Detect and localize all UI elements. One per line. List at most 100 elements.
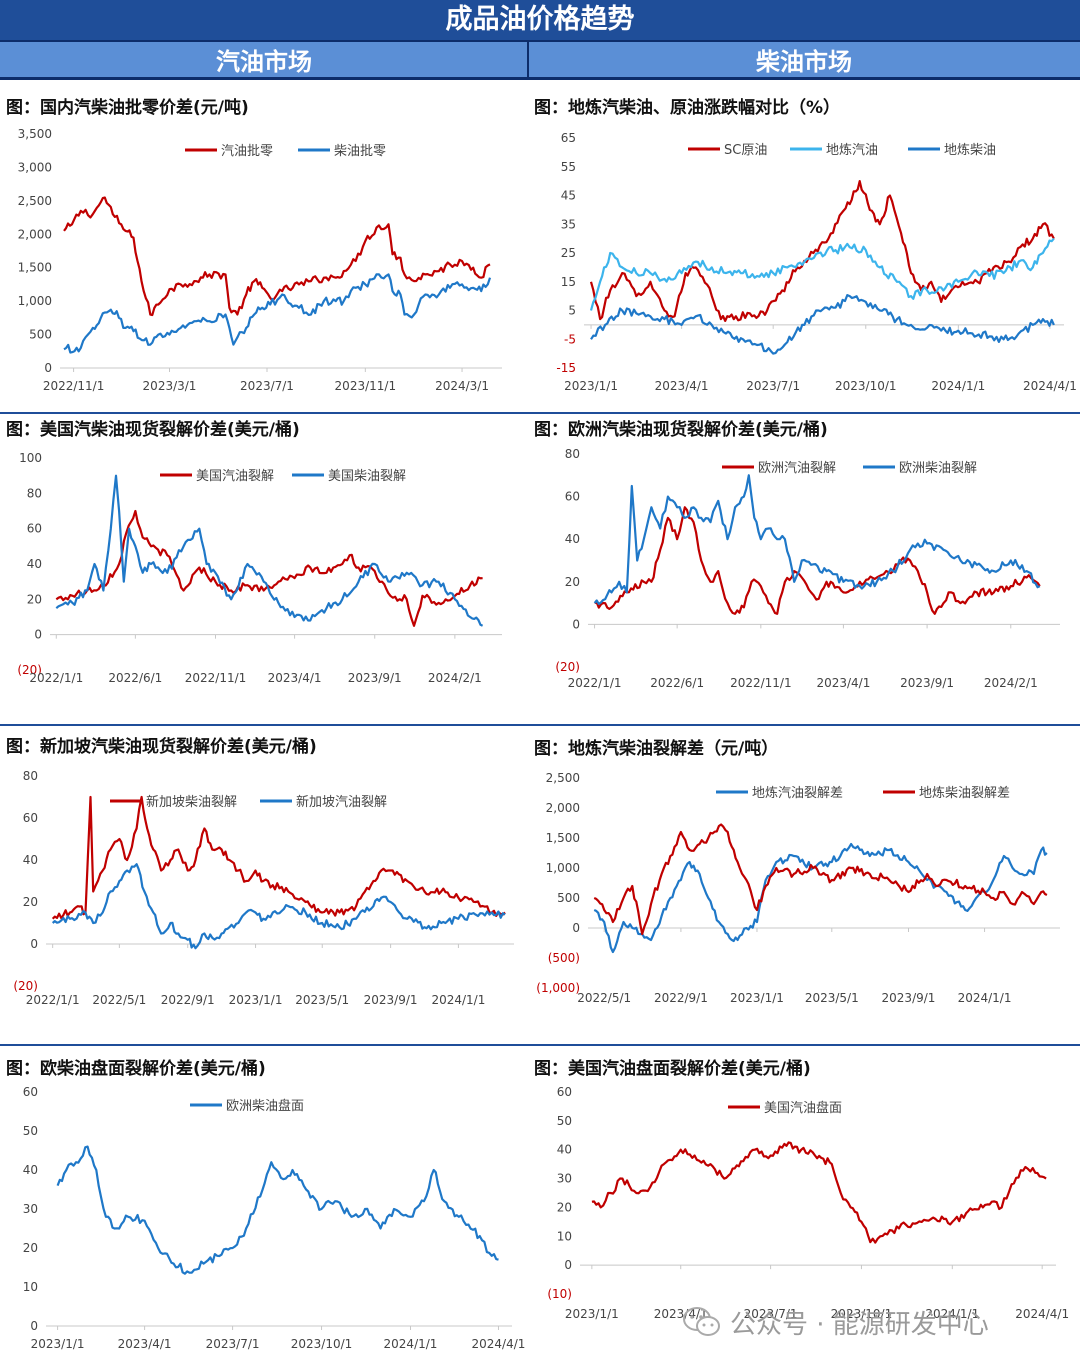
x-tick-label: 2023/9/1 (882, 991, 936, 1005)
y-tick-label: 5 (568, 304, 576, 318)
x-tick-label: 2023/1/1 (730, 991, 784, 1005)
row-divider (0, 724, 1080, 726)
x-tick-label: 2023/9/1 (364, 993, 418, 1007)
y-tick-label: 500 (29, 328, 52, 342)
y-tick-label: 0 (572, 617, 580, 631)
y-tick-label: (20) (555, 660, 580, 674)
chart-svg: 60 50 40 30 20 10 0 2023/1/1 2023/4/1 2023/7/1 202… (23, 1085, 526, 1351)
x-tick-label: 2022/1/1 (26, 993, 80, 1007)
legend-label: 美国汽油盘面 (764, 1100, 842, 1116)
x-tick-label: 2023/3/1 (143, 379, 197, 393)
x-tick-label: 2023/4/1 (118, 1337, 172, 1351)
x-tick-label: 2023/4/1 (816, 676, 870, 690)
x-tick-label: 2023/9/1 (348, 671, 402, 685)
y-tick-label: 40 (23, 1163, 38, 1177)
legend-label: 柴油批零 (334, 144, 386, 159)
y-tick-label: 40 (27, 557, 42, 571)
legend-label: 欧洲柴油裂解 (899, 461, 977, 476)
chart-svg: 80 60 40 20 0 (20)2022/1/1 2022/5/1 2022/9/1 202… (13, 769, 514, 1007)
series-line (56, 1145, 499, 1275)
x-tick-label: 2022/11/1 (730, 676, 792, 690)
chart-title: 图：地炼汽柴油、原油涨跌幅对比（%） (534, 98, 841, 118)
series-line (589, 180, 1055, 322)
series-line (594, 506, 1041, 615)
chart-svg: 100 80 60 40 20 0 (20)2022/1/1 2022/6/1 2022/11/… (17, 451, 502, 685)
y-tick-label: (10) (547, 1287, 572, 1301)
x-tick-label: 2022/11/1 (43, 379, 105, 393)
chart-panel-p5: 图：新加坡汽柴油现货裂解价差(美元/桶) 80 60 40 20 0 (20) 2022/1… (0, 732, 528, 1044)
header-separator (527, 40, 529, 80)
x-tick-label: 2023/4/1 (655, 379, 709, 393)
chart-title: 图：美国汽油盘面裂解价差(美元/桶) (534, 1059, 811, 1079)
x-tick-label: 2023/1/1 (565, 1307, 619, 1321)
y-tick-label: 60 (23, 1085, 38, 1099)
y-tick-label: 60 (27, 522, 42, 536)
y-tick-label: 2,000 (546, 801, 580, 815)
x-tick-label: 2023/10/1 (291, 1337, 353, 1351)
y-tick-label: 60 (23, 811, 38, 825)
x-tick-label: 2022/6/1 (650, 676, 704, 690)
y-tick-label: 2,000 (18, 227, 52, 241)
legend-label: 新加坡汽油裂解 (296, 794, 387, 810)
y-tick-label: 60 (557, 1085, 572, 1099)
y-tick-label: -5 (564, 332, 576, 346)
x-tick-label: 2023/5/1 (805, 991, 859, 1005)
chart-svg: 65 55 45 35 25 15 5 -5 -15 2023/1/1 2023/4/1 2023/7… (556, 131, 1077, 393)
x-tick-label: 2024/4/1 (1023, 379, 1077, 393)
x-tick-label: 2024/2/1 (984, 676, 1038, 690)
x-tick-label: 2022/1/1 (568, 676, 622, 690)
legend-label: 汽油批零 (221, 144, 273, 159)
series-line (51, 863, 506, 950)
y-tick-label: 50 (23, 1124, 38, 1138)
x-tick-label: 2022/5/1 (577, 991, 631, 1005)
chart-panel-p3: 图：美国汽柴油现货裂解价差(美元/桶) 100 80 60 40 20 0 (20) 2022… (0, 414, 528, 724)
x-tick-label: 2024/1/1 (958, 991, 1012, 1005)
y-tick-label: 20 (557, 1200, 572, 1214)
legend-label: 地炼柴油裂解差 (919, 786, 1010, 801)
chart-panel-p8: 图：美国汽油盘面裂解价差(美元/桶) 60 50 40 30 20 10 0 (10) 2023… (528, 1054, 1080, 1364)
chart-title: 图：欧柴油盘面裂解价差(美元/桶) (6, 1059, 266, 1079)
series-line (63, 196, 491, 317)
x-tick-label: 2023/10/1 (831, 1307, 893, 1321)
x-tick-label: 2024/1/1 (384, 1337, 438, 1351)
y-tick-label: 20 (27, 592, 42, 606)
y-tick-label: 25 (561, 246, 576, 260)
chart-svg: 2,5002,0001,5001,0005000(500)(1,000)2022… (536, 771, 1060, 1005)
y-tick-label: 35 (561, 217, 576, 231)
series-line (593, 474, 1041, 605)
x-tick-label: 2023/7/1 (206, 1337, 260, 1351)
y-tick-label: 80 (565, 447, 580, 461)
legend-label: 美国柴油裂解 (328, 469, 406, 484)
series-line (589, 237, 1055, 311)
chart-panel-p7: 图：欧柴油盘面裂解价差(美元/桶) 60 50 40 30 20 10 0 2023/1/1 2… (0, 1054, 528, 1364)
legend-label: 欧洲汽油裂解 (758, 461, 836, 476)
y-tick-label: 40 (565, 532, 580, 546)
legend-label: 欧洲柴油盘面 (226, 1098, 304, 1114)
y-tick-label: 60 (565, 490, 580, 504)
y-tick-label: 80 (27, 486, 42, 500)
chart-title: 图：美国汽柴油现货裂解价差(美元/桶) (6, 420, 300, 440)
x-tick-label: 2024/1/1 (431, 993, 485, 1007)
row-divider (0, 412, 1080, 414)
y-tick-label: 10 (557, 1229, 572, 1243)
y-tick-label: 0 (44, 361, 52, 375)
x-tick-label: 2022/9/1 (161, 993, 215, 1007)
series-line (593, 842, 1048, 954)
y-tick-label: 20 (565, 575, 580, 589)
y-tick-label: 2,500 (18, 194, 52, 208)
x-tick-label: 2022/6/1 (108, 671, 162, 685)
y-tick-label: 0 (30, 1319, 38, 1333)
x-tick-label: 2023/7/1 (744, 1307, 798, 1321)
y-tick-label: (1,000) (536, 981, 580, 995)
x-tick-label: 2022/5/1 (92, 993, 146, 1007)
x-tick-label: 2024/4/1 (472, 1337, 526, 1351)
y-tick-label: (20) (17, 663, 42, 677)
y-tick-label: 0 (30, 937, 38, 951)
y-tick-label: 100 (19, 451, 42, 465)
x-tick-label: 2023/1/1 (564, 379, 618, 393)
y-tick-label: 2,500 (546, 771, 580, 785)
y-tick-label: 20 (23, 895, 38, 909)
y-tick-label: 45 (561, 189, 576, 203)
y-tick-label: 50 (557, 1114, 572, 1128)
chart-title: 图：新加坡汽柴油现货裂解价差(美元/桶) (6, 737, 317, 757)
